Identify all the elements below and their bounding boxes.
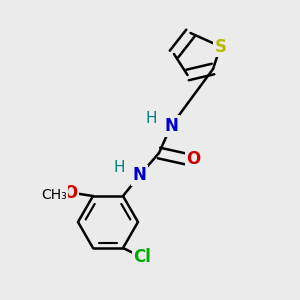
- Text: Cl: Cl: [134, 248, 152, 266]
- Text: H: H: [146, 111, 157, 126]
- Text: H: H: [113, 160, 125, 175]
- Text: O: O: [63, 184, 78, 202]
- Text: S: S: [214, 38, 226, 56]
- Text: N: N: [133, 167, 146, 184]
- Text: O: O: [186, 150, 201, 168]
- Text: CH₃: CH₃: [41, 188, 67, 202]
- Text: N: N: [164, 117, 178, 135]
